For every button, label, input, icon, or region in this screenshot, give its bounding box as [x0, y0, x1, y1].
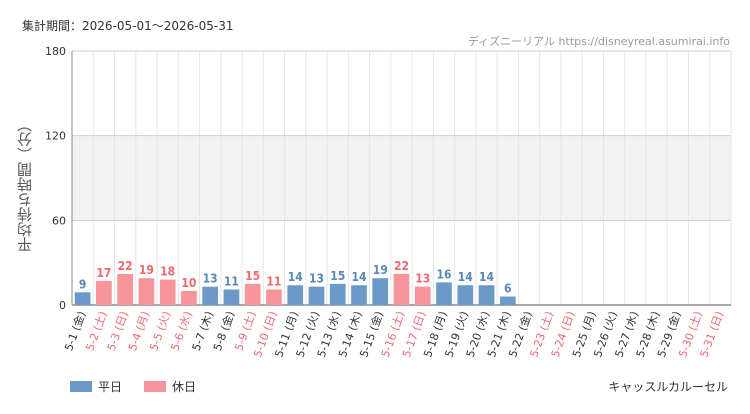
bar-value-label: 18: [160, 265, 175, 279]
bar-value-label: 9: [79, 277, 87, 291]
bar-value-label: 22: [394, 259, 409, 273]
bar-value-label: 19: [139, 263, 154, 277]
bar-value-label: 14: [479, 270, 495, 284]
bar-value-label: 16: [437, 267, 452, 281]
legend-swatch-holiday: [144, 381, 167, 392]
bar: [117, 273, 134, 305]
bar: [372, 278, 389, 305]
y-tick-label: 180: [45, 45, 66, 58]
legend-label-weekday: 平日: [98, 380, 123, 394]
legend-swatch-weekday: [70, 381, 92, 392]
bar-value-label: 11: [224, 274, 239, 288]
bar: [414, 286, 431, 305]
bar: [138, 278, 155, 305]
bar: [266, 289, 282, 305]
bar-value-label: 22: [118, 259, 133, 273]
bar: [223, 289, 240, 305]
bar: [457, 285, 474, 305]
grid-band: [72, 135, 731, 221]
bar: [159, 279, 176, 305]
bar: [308, 286, 325, 305]
bar: [181, 290, 197, 305]
source-link[interactable]: ディズニーリアル https://disneyreal.asumirai.inf…: [467, 35, 730, 48]
legend-item-weekday[interactable]: 平日: [70, 378, 122, 395]
bar-value-label: 13: [203, 272, 218, 286]
bar-value-label: 10: [181, 276, 196, 290]
bar: [202, 286, 219, 305]
bar: [351, 285, 367, 305]
y-tick-label: 60: [52, 214, 66, 227]
bar-value-label: 11: [266, 274, 281, 288]
legend: 平日 休日: [70, 378, 218, 395]
bar: [436, 282, 452, 305]
y-tick-label: 0: [59, 299, 66, 312]
attraction-name: キャッスルカルーセル: [608, 380, 728, 394]
bar-value-label: 14: [351, 270, 367, 284]
bar: [244, 283, 261, 305]
bar-value-label: 13: [309, 272, 324, 286]
bar-value-label: 14: [288, 270, 304, 284]
bar-value-label: 14: [458, 270, 474, 284]
bar-value-label: 17: [96, 266, 111, 280]
bar-value-label: 15: [330, 269, 345, 283]
legend-label-holiday: 休日: [172, 380, 197, 394]
legend-item-holiday[interactable]: 休日: [144, 378, 196, 395]
bar: [393, 273, 410, 305]
bar-value-label: 15: [245, 269, 260, 283]
bar: [74, 292, 91, 305]
bar: [478, 285, 495, 305]
period-label: 集計期間：2026-05-01〜2026-05-31: [22, 19, 234, 33]
bar-value-label: 6: [504, 282, 512, 296]
bar-value-label: 19: [373, 263, 388, 277]
y-tick-label: 120: [45, 130, 66, 143]
bar: [96, 281, 112, 305]
bar: [499, 296, 516, 305]
bar: [287, 285, 304, 305]
bar: [329, 283, 346, 305]
bar-value-label: 13: [415, 272, 430, 286]
